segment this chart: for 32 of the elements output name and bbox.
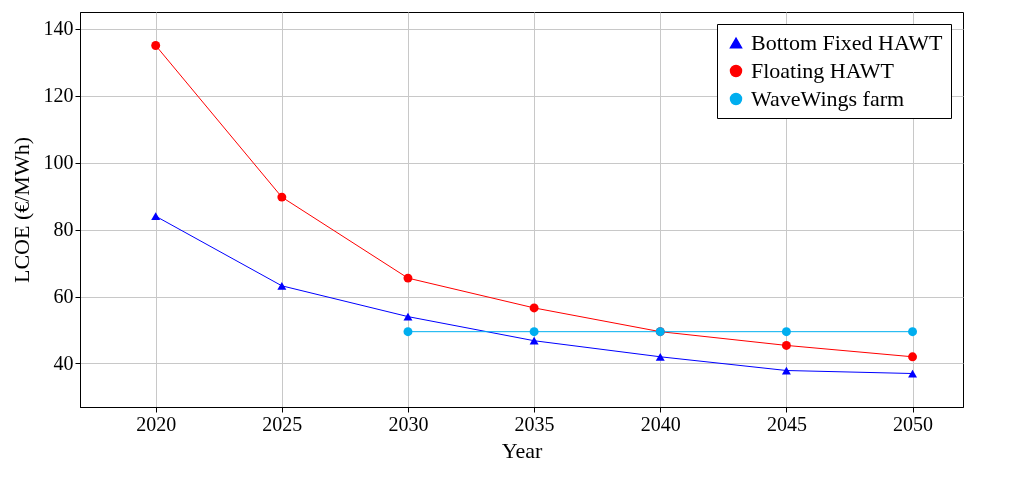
point xyxy=(277,192,287,202)
point xyxy=(529,303,539,313)
x-axis-title: Year xyxy=(501,437,543,463)
point xyxy=(403,273,413,283)
point xyxy=(277,281,287,290)
legend-label: Bottom Fixed HAWT xyxy=(751,30,943,55)
y-axis-title: LCOE (€/MWh) xyxy=(8,136,34,284)
y-tick-label: 140 xyxy=(43,17,74,40)
point xyxy=(529,336,539,345)
y-tick-label: 60 xyxy=(53,285,74,308)
x-tick-label: 2045 xyxy=(766,412,807,435)
y-tick-label: 100 xyxy=(43,151,74,174)
point xyxy=(781,340,791,350)
y-tick-label: 120 xyxy=(43,84,74,107)
x-tick-label: 2040 xyxy=(640,412,681,435)
legend-label: WaveWings farm xyxy=(751,86,905,111)
x-tick-label: 2020 xyxy=(136,412,177,435)
point xyxy=(529,327,539,337)
point xyxy=(151,212,161,221)
point xyxy=(781,327,791,337)
point xyxy=(151,41,161,50)
x-tick-label: 2035 xyxy=(514,412,555,435)
point xyxy=(908,352,918,362)
y-tick-label: 80 xyxy=(53,218,74,241)
y-tick-label: 40 xyxy=(53,351,74,374)
x-tick-label: 2030 xyxy=(388,412,429,435)
point xyxy=(403,327,413,337)
point xyxy=(908,327,918,337)
x-tick-label: 2025 xyxy=(262,412,303,435)
x-tick-label: 2050 xyxy=(893,412,934,435)
point xyxy=(655,352,665,361)
legend-label: Floating HAWT xyxy=(751,58,895,83)
